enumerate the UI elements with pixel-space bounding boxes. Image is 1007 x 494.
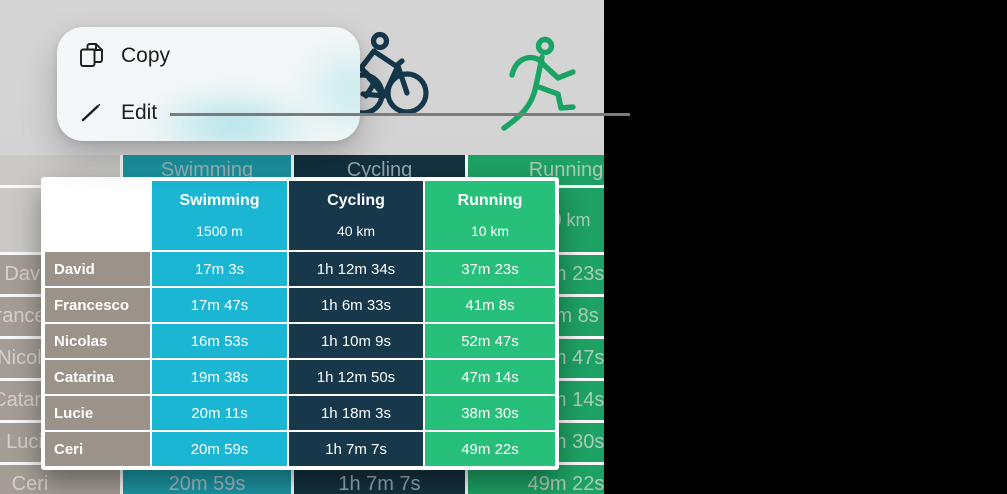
value-cell[interactable]: 37m 23s bbox=[425, 252, 555, 286]
value-cell[interactable]: 52m 47s bbox=[425, 324, 555, 358]
value-cell[interactable]: 1h 10m 9s bbox=[289, 324, 423, 358]
row-label[interactable]: Catarina bbox=[45, 360, 150, 394]
value-cell[interactable]: 20m 59s bbox=[152, 432, 287, 466]
corner-cell bbox=[45, 181, 150, 250]
copied-table-overlay[interactable]: Swimming 1500 m Cycling 40 km Running 10 km Da… bbox=[41, 177, 559, 470]
value-cell[interactable]: 17m 3s bbox=[152, 252, 287, 286]
value-cell[interactable]: 41m 8s bbox=[425, 288, 555, 322]
column-distance: 40 km bbox=[336, 223, 376, 239]
value-cell[interactable]: 49m 22s bbox=[425, 432, 555, 466]
column-header[interactable]: Running 10 km bbox=[425, 181, 555, 250]
row-label[interactable]: Lucie bbox=[45, 396, 150, 430]
menu-item-label: Copy bbox=[121, 43, 171, 67]
value-cell[interactable]: 17m 47s bbox=[152, 288, 287, 322]
pencil-icon bbox=[78, 98, 104, 128]
value-cell[interactable]: 1h 6m 33s bbox=[289, 288, 423, 322]
row-label[interactable]: David bbox=[45, 252, 150, 286]
value-cell[interactable]: 16m 53s bbox=[152, 324, 287, 358]
column-distance: 10 km bbox=[470, 223, 510, 239]
row-label[interactable]: Nicolas bbox=[45, 324, 150, 358]
value-cell[interactable]: 19m 38s bbox=[152, 360, 287, 394]
column-header[interactable]: Swimming 1500 m bbox=[152, 181, 287, 250]
column-name: Running bbox=[457, 192, 523, 209]
numbers-sheet: Swimming Cycling Running 1500 m 40 km 10 km Da… bbox=[0, 0, 604, 494]
runner-icon bbox=[501, 36, 576, 131]
menu-item-edit[interactable]: Edit bbox=[57, 84, 360, 141]
value-cell[interactable]: 1h 18m 3s bbox=[289, 396, 423, 430]
context-menu: Copy Edit bbox=[57, 27, 360, 141]
column-name: Swimming bbox=[179, 192, 260, 209]
value-cell[interactable]: 47m 14s bbox=[425, 360, 555, 394]
value-cell[interactable]: 1h 12m 34s bbox=[289, 252, 423, 286]
value-cell[interactable]: 20m 11s bbox=[152, 396, 287, 430]
value-cell[interactable]: 38m 30s bbox=[425, 396, 555, 430]
value-cell[interactable]: 1h 7m 7s bbox=[289, 432, 423, 466]
callout-line bbox=[170, 113, 630, 116]
copy-icon bbox=[78, 41, 104, 71]
row-label[interactable]: Francesco bbox=[45, 288, 150, 322]
row-label[interactable]: Ceri bbox=[45, 432, 150, 466]
column-name: Cycling bbox=[327, 192, 385, 209]
column-header[interactable]: Cycling 40 km bbox=[289, 181, 423, 250]
menu-item-copy[interactable]: Copy bbox=[57, 27, 360, 84]
menu-item-label: Edit bbox=[121, 100, 158, 124]
value-cell[interactable]: 1h 12m 50s bbox=[289, 360, 423, 394]
column-distance: 1500 m bbox=[196, 223, 243, 239]
